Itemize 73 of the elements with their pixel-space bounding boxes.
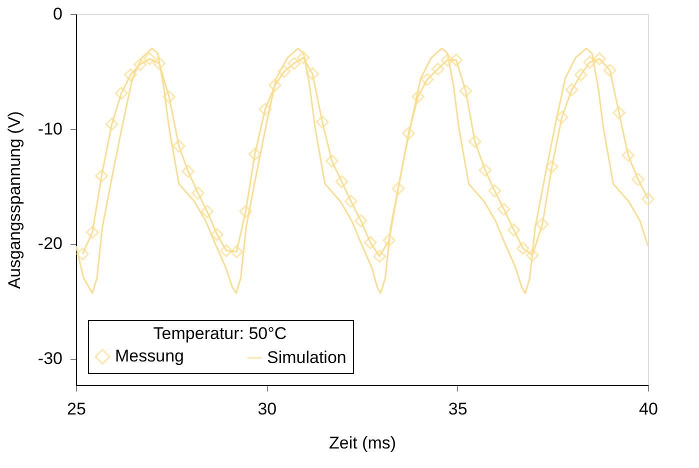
point bbox=[105, 118, 118, 131]
point bbox=[258, 102, 272, 116]
x-tick-label: 25 bbox=[67, 400, 86, 418]
point bbox=[593, 52, 606, 66]
point bbox=[536, 218, 549, 231]
point bbox=[344, 194, 358, 208]
point bbox=[583, 56, 596, 69]
point bbox=[402, 127, 415, 140]
point bbox=[612, 106, 626, 120]
point bbox=[459, 84, 472, 98]
point bbox=[642, 192, 654, 206]
point bbox=[488, 184, 502, 198]
x-tick-label: 40 bbox=[639, 400, 658, 418]
point bbox=[526, 248, 539, 262]
point bbox=[420, 73, 434, 86]
point bbox=[574, 68, 588, 82]
point bbox=[172, 140, 186, 153]
point bbox=[478, 164, 492, 177]
point bbox=[210, 228, 224, 241]
point bbox=[354, 214, 368, 228]
point bbox=[278, 64, 291, 78]
point bbox=[507, 223, 520, 236]
point bbox=[192, 186, 204, 200]
y-tick-label: 0 bbox=[53, 4, 62, 24]
point bbox=[124, 68, 137, 82]
point bbox=[134, 58, 147, 71]
point bbox=[248, 148, 262, 161]
x-axis-title: Zeit (ms) bbox=[328, 434, 396, 452]
point bbox=[555, 110, 568, 124]
point bbox=[412, 90, 425, 104]
point bbox=[325, 154, 338, 168]
legend-label: Messung bbox=[115, 346, 184, 366]
point bbox=[268, 78, 282, 92]
y-tick-label: -30 bbox=[38, 349, 62, 368]
point bbox=[316, 116, 329, 128]
point bbox=[288, 56, 301, 70]
y-axis-title: Ausgangsspannung (V) bbox=[4, 111, 24, 289]
point bbox=[440, 53, 454, 66]
point bbox=[230, 245, 243, 258]
y-tick-label: -10 bbox=[38, 119, 62, 138]
point bbox=[450, 53, 463, 66]
point bbox=[468, 135, 482, 148]
point bbox=[335, 175, 348, 188]
point bbox=[162, 90, 176, 104]
point bbox=[364, 236, 377, 250]
point bbox=[95, 170, 108, 182]
y-tick-label: -20 bbox=[38, 234, 62, 254]
legend-label: Simulation bbox=[267, 348, 346, 367]
point bbox=[220, 244, 233, 258]
point bbox=[622, 148, 635, 162]
point bbox=[76, 248, 89, 261]
point bbox=[114, 86, 128, 100]
x-tick-label: 35 bbox=[448, 400, 468, 418]
point bbox=[143, 52, 156, 66]
point bbox=[382, 234, 396, 247]
legend-title: Temperatur: 50°C bbox=[153, 324, 287, 343]
x-tick-label: 30 bbox=[258, 400, 277, 418]
point bbox=[239, 205, 252, 218]
point bbox=[632, 172, 645, 186]
point bbox=[431, 62, 444, 76]
point bbox=[86, 226, 99, 239]
point bbox=[296, 51, 310, 64]
point bbox=[182, 164, 195, 178]
point bbox=[392, 182, 405, 196]
point bbox=[200, 205, 214, 218]
point bbox=[565, 83, 578, 96]
point bbox=[497, 202, 510, 216]
point bbox=[306, 67, 319, 80]
point bbox=[152, 56, 166, 70]
point bbox=[373, 250, 386, 263]
point bbox=[516, 242, 530, 255]
point bbox=[545, 160, 558, 174]
point bbox=[603, 64, 616, 77]
